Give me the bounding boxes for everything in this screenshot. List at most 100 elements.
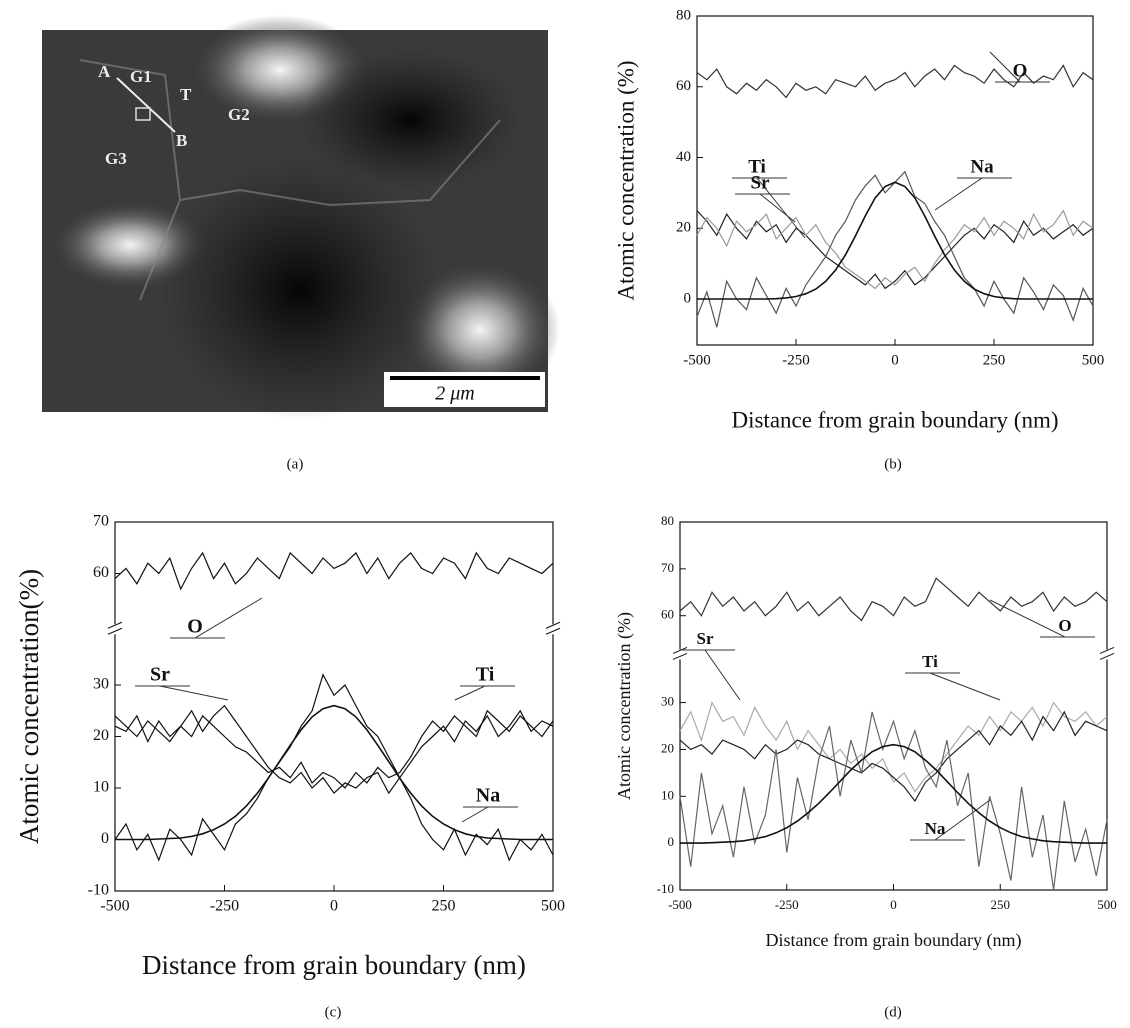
series-line bbox=[115, 704, 553, 841]
y-tick-label: 0 bbox=[668, 834, 675, 849]
x-tick-label: 0 bbox=[891, 352, 899, 368]
y-tick-label: 10 bbox=[93, 779, 109, 796]
x-tick-label: -250 bbox=[782, 352, 810, 368]
y-tick-label: 70 bbox=[661, 560, 674, 575]
y-tick-label: 80 bbox=[676, 7, 691, 23]
y-tick-label: 80 bbox=[661, 513, 674, 528]
point-label: A bbox=[98, 62, 111, 81]
series-line bbox=[696, 210, 1094, 290]
leader-line bbox=[461, 806, 489, 823]
series-line bbox=[679, 577, 1108, 622]
series-label: Sr bbox=[150, 664, 170, 686]
x-tick-label: 500 bbox=[1082, 352, 1105, 368]
plot-frame bbox=[679, 521, 1108, 891]
y-tick-label: 20 bbox=[661, 740, 674, 755]
leader-line bbox=[159, 685, 229, 701]
axis-break bbox=[109, 624, 121, 635]
x-axis-label: Distance from grain boundary (nm) bbox=[731, 407, 1058, 432]
y-tick-label: 20 bbox=[93, 727, 109, 744]
grain-label: G2 bbox=[228, 105, 250, 124]
series-line bbox=[680, 743, 1107, 844]
leader-line bbox=[759, 193, 796, 223]
x-tick-label: 250 bbox=[983, 352, 1006, 368]
series-line bbox=[114, 704, 554, 795]
series-label: O bbox=[1058, 616, 1071, 635]
series-line bbox=[114, 709, 554, 789]
axis-break bbox=[107, 627, 123, 635]
axis-break bbox=[1101, 649, 1113, 660]
x-tick-label: 0 bbox=[330, 898, 338, 915]
axis-break bbox=[545, 621, 561, 629]
region-label: T bbox=[180, 85, 192, 104]
leader-line bbox=[989, 51, 1021, 83]
y-tick-label: 30 bbox=[93, 676, 109, 693]
leader-line bbox=[704, 649, 741, 701]
micrograph: 2 μm A G1 T G2 B G3 bbox=[42, 15, 560, 420]
axis-break bbox=[545, 627, 561, 635]
panel-caption: (d) bbox=[884, 1004, 902, 1020]
panel-caption: (c) bbox=[325, 1004, 342, 1020]
grain-label: G3 bbox=[105, 149, 127, 168]
x-tick-label: -500 bbox=[100, 898, 129, 915]
series-line bbox=[679, 711, 1108, 891]
leader-line bbox=[194, 597, 263, 639]
series-label: Ti bbox=[748, 156, 766, 177]
axis-break bbox=[1099, 646, 1115, 654]
y-tick-label: 60 bbox=[676, 78, 691, 94]
y-tick-label: 20 bbox=[676, 220, 691, 236]
axis-break bbox=[1099, 652, 1115, 660]
series-label: Sr bbox=[751, 172, 771, 193]
leader-line bbox=[756, 177, 806, 239]
x-tick-label: -250 bbox=[775, 897, 799, 912]
series-label: Ti bbox=[476, 664, 495, 686]
series-line bbox=[679, 710, 1108, 803]
leader-line bbox=[934, 799, 991, 841]
axis-break bbox=[674, 649, 686, 660]
axis-break bbox=[672, 652, 688, 660]
series-label: Na bbox=[476, 785, 500, 807]
grain-label: G1 bbox=[130, 67, 152, 86]
y-tick-label: 30 bbox=[661, 694, 674, 709]
x-tick-label: -500 bbox=[683, 352, 711, 368]
series-line bbox=[696, 64, 1094, 99]
plot-frame bbox=[114, 521, 554, 892]
point-label: B bbox=[176, 131, 187, 150]
y-axis-label: Atomic concentration (%) bbox=[614, 612, 635, 800]
y-tick-label: 40 bbox=[676, 149, 691, 165]
x-tick-label: -500 bbox=[668, 897, 692, 912]
x-tick-label: 0 bbox=[890, 897, 897, 912]
y-tick-label: -10 bbox=[88, 882, 109, 899]
axis-break bbox=[547, 624, 559, 635]
series-line bbox=[114, 673, 554, 862]
leader-line bbox=[454, 685, 486, 701]
series-label: O bbox=[187, 616, 203, 638]
scale-bar-label: 2 μm bbox=[435, 383, 474, 405]
series-label: Sr bbox=[697, 629, 714, 648]
y-tick-label: 70 bbox=[93, 513, 109, 530]
x-tick-label: 500 bbox=[541, 898, 565, 915]
panel-caption: (a) bbox=[287, 456, 304, 472]
series-line bbox=[696, 209, 1094, 290]
series-line bbox=[697, 181, 1093, 300]
x-axis-label: Distance from grain boundary (nm) bbox=[766, 930, 1022, 951]
y-tick-label: -10 bbox=[657, 881, 674, 896]
series-label: Na bbox=[925, 819, 946, 838]
x-tick-label: 250 bbox=[432, 898, 456, 915]
leader-line bbox=[989, 599, 1066, 638]
y-tick-label: 10 bbox=[661, 787, 674, 802]
y-tick-label: 60 bbox=[661, 607, 674, 622]
series-label: Ti bbox=[922, 652, 938, 671]
leader-line bbox=[934, 177, 983, 211]
series-label: O bbox=[1013, 60, 1028, 81]
series-line bbox=[679, 701, 1108, 793]
y-axis-label: Atomic concentration (%) bbox=[613, 60, 638, 300]
series-line bbox=[696, 170, 1094, 328]
panel-caption: (b) bbox=[884, 456, 902, 472]
series-label: Na bbox=[970, 156, 994, 177]
leader-line bbox=[929, 672, 1001, 701]
y-tick-label: 60 bbox=[93, 564, 109, 581]
x-tick-label: 250 bbox=[991, 897, 1011, 912]
x-tick-label: 500 bbox=[1097, 897, 1117, 912]
x-axis-label: Distance from grain boundary (nm) bbox=[142, 950, 526, 980]
